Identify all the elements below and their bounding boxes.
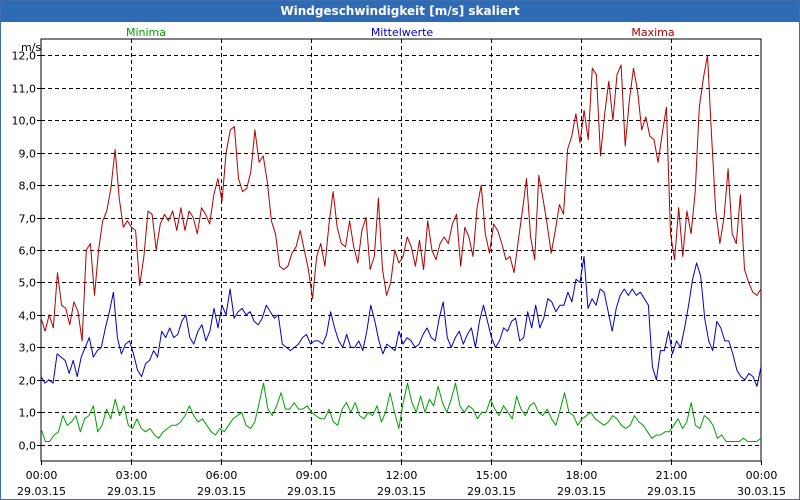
- y-axis-ticks: 0,0 1,0 2,0 3,0 4,0 5,0 6,0 7,0 8,0 9,0 10,0 11,0 12…: [12, 50, 41, 453]
- x-tick-date: 29.03.15: [647, 485, 696, 498]
- series-lines: [40, 54, 762, 442]
- legend: Minima Mittelwerte Maxima: [126, 26, 675, 39]
- x-tick-date: 29.03.15: [107, 485, 156, 498]
- x-tick-time: 03:00: [116, 469, 148, 482]
- y-tick-label: 0,0: [19, 440, 37, 453]
- grid-lines: [41, 39, 761, 461]
- x-tick-date: 29.03.15: [17, 485, 66, 498]
- x-tick-date: 29.03.15: [377, 485, 426, 498]
- y-tick-label: 1,0: [19, 407, 37, 420]
- x-tick-date: 29.03.15: [467, 485, 516, 498]
- y-tick-label: 10,0: [12, 115, 37, 128]
- x-tick-time: 21:00: [656, 469, 688, 482]
- legend-minima: Minima: [126, 26, 166, 39]
- y-tick-label: 8,0: [19, 180, 37, 193]
- legend-mittelwerte: Mittelwerte: [371, 26, 434, 39]
- y-tick-label: 9,0: [19, 148, 37, 161]
- y-tick-label: 2,0: [19, 375, 37, 388]
- x-tick-time: 00:00: [26, 469, 58, 482]
- x-tick-date: 29.03.15: [287, 485, 336, 498]
- y-tick-label: 12,0: [12, 50, 37, 63]
- y-axis-unit-label: m/s: [21, 41, 41, 54]
- legend-maxima: Maxima: [631, 26, 674, 39]
- x-tick-time: 00:00: [746, 469, 778, 482]
- y-tick-label: 4,0: [19, 310, 37, 323]
- x-tick-time: 18:00: [566, 469, 598, 482]
- series-line-minima: [40, 382, 762, 442]
- y-tick-label: 11,0: [12, 83, 37, 96]
- x-tick-date: 30.03.15: [737, 485, 786, 498]
- y-tick-label: 5,0: [19, 277, 37, 290]
- y-tick-label: 7,0: [19, 213, 37, 226]
- x-tick-time: 15:00: [476, 469, 508, 482]
- x-tick-time: 09:00: [296, 469, 328, 482]
- series-line-mittelwerte: [40, 256, 762, 387]
- x-tick-date: 29.03.15: [197, 485, 246, 498]
- x-tick-date: 29.03.15: [557, 485, 606, 498]
- x-axis-ticks: 00:00 29.03.15 03:00 29.03.15 06:00 29.03.15 0…: [17, 461, 786, 498]
- chart-title: Windgeschwindigkeit [m/s] skaliert: [1, 1, 799, 22]
- series-line-maxima: [40, 54, 762, 342]
- x-tick-time: 06:00: [206, 469, 238, 482]
- y-tick-label: 3,0: [19, 342, 37, 355]
- x-tick-time: 12:00: [386, 469, 418, 482]
- y-tick-label: 6,0: [19, 245, 37, 258]
